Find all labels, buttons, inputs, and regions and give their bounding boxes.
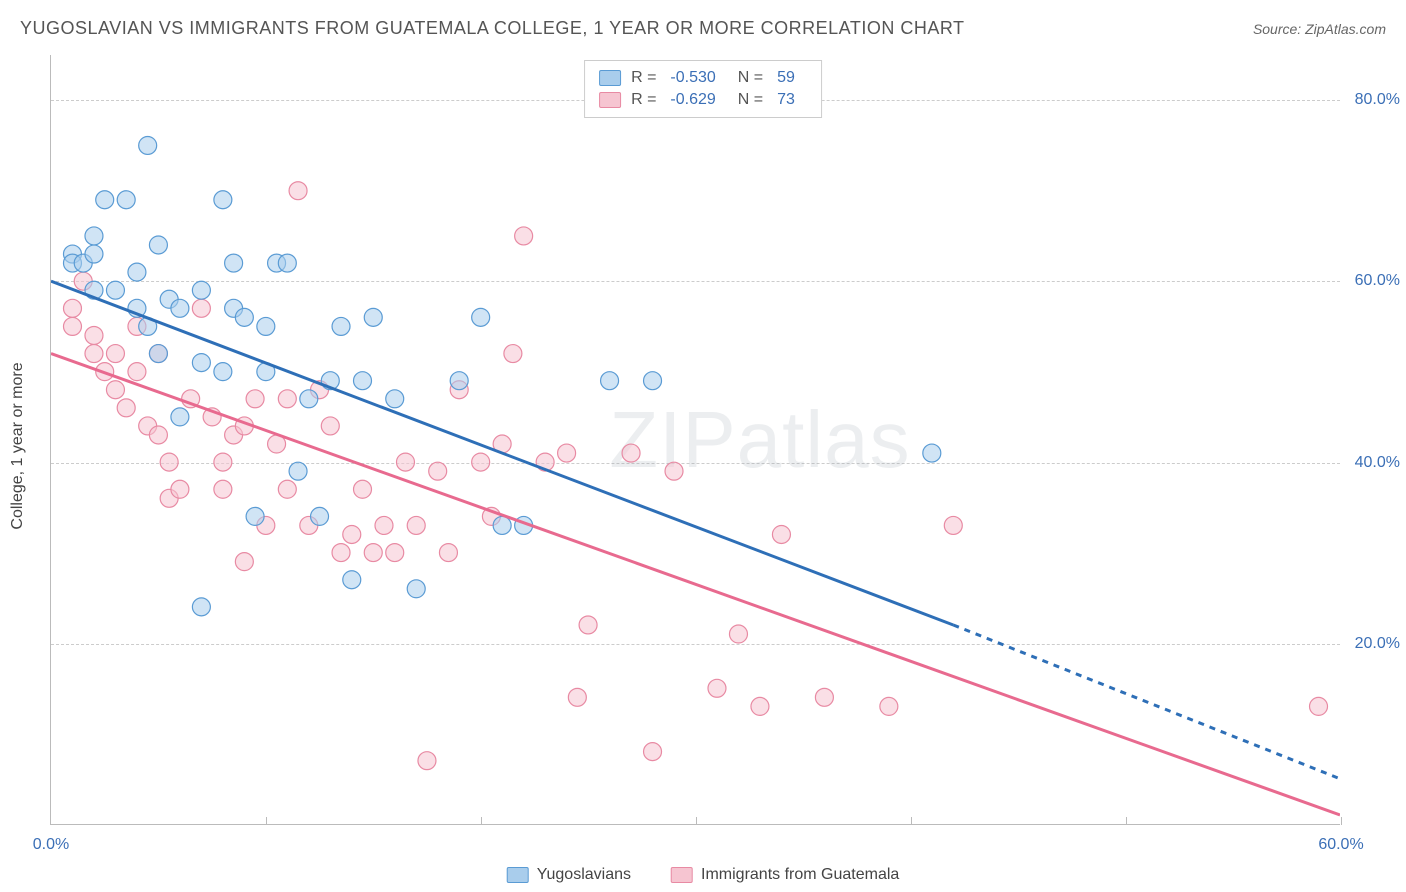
legend-stats: R = -0.530 N = 59 R = -0.629 N = 73 bbox=[584, 60, 822, 118]
x-tick-label: 0.0% bbox=[33, 836, 69, 854]
legend-r-value: -0.629 bbox=[670, 91, 715, 109]
legend-r-label: R = bbox=[631, 69, 656, 87]
legend-swatch bbox=[599, 70, 621, 86]
legend-n-label: N = bbox=[738, 69, 763, 87]
legend-series-label: Immigrants from Guatemala bbox=[701, 866, 899, 884]
legend-r-label: R = bbox=[631, 91, 656, 109]
legend-swatch bbox=[507, 867, 529, 883]
y-axis-label: College, 1 year or more bbox=[9, 362, 27, 529]
legend-n-value: 59 bbox=[777, 69, 795, 87]
chart-title: YUGOSLAVIAN VS IMMIGRANTS FROM GUATEMALA… bbox=[20, 18, 965, 39]
legend-series-item: Yugoslavians bbox=[507, 866, 631, 884]
y-tick-label: 40.0% bbox=[1355, 454, 1400, 472]
legend-series-label: Yugoslavians bbox=[537, 866, 631, 884]
legend-swatch bbox=[671, 867, 693, 883]
y-tick-label: 60.0% bbox=[1355, 272, 1400, 290]
plot-area: ZIPatlas 20.0%40.0%60.0%80.0%0.0%60.0% bbox=[50, 55, 1340, 825]
x-tick-label: 60.0% bbox=[1318, 836, 1363, 854]
legend-swatch bbox=[599, 92, 621, 108]
legend-stat-row: R = -0.629 N = 73 bbox=[599, 89, 807, 111]
legend-series: Yugoslavians Immigrants from Guatemala bbox=[507, 866, 900, 884]
source-attribution: Source: ZipAtlas.com bbox=[1253, 21, 1386, 37]
y-tick-label: 80.0% bbox=[1355, 91, 1400, 109]
legend-series-item: Immigrants from Guatemala bbox=[671, 866, 899, 884]
legend-stat-row: R = -0.530 N = 59 bbox=[599, 67, 807, 89]
legend-r-value: -0.530 bbox=[670, 69, 715, 87]
x-tick-mark bbox=[1341, 817, 1342, 825]
legend-n-label: N = bbox=[738, 91, 763, 109]
y-tick-label: 20.0% bbox=[1355, 635, 1400, 653]
chart-svg bbox=[51, 55, 1340, 824]
legend-n-value: 73 bbox=[777, 91, 795, 109]
